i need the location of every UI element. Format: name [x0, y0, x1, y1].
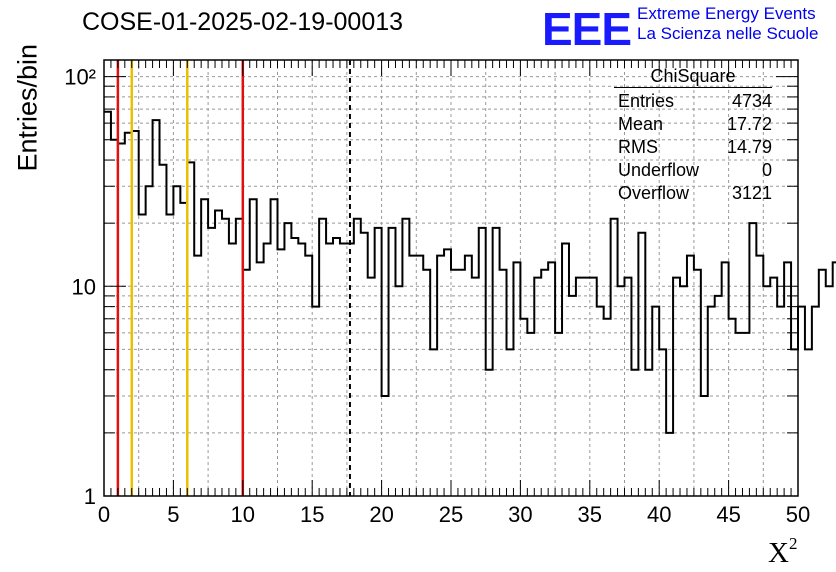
stats-label: Entries: [618, 91, 675, 111]
stats-label: RMS: [618, 137, 658, 157]
stats-box: ChiSquare Entries 4734 Mean 17.72 RMS 14.79…: [612, 66, 772, 205]
stats-label: Mean: [618, 114, 664, 134]
page-title: COSE-01-2025-02-19-00013: [82, 8, 404, 36]
tick-labels: 0 5 10 15 20 25 30 35 40 45 50 1 10 10²: [64, 65, 810, 527]
y-tick-label: 1: [84, 484, 96, 509]
y-tick-label: 10²: [64, 65, 96, 90]
x-tick-label: 0: [98, 502, 110, 527]
stats-label: Overflow: [618, 183, 690, 203]
stats-value: 17.72: [726, 114, 772, 134]
x-axis-label-exponent: 2: [788, 534, 798, 553]
x-tick-label: 50: [786, 502, 810, 527]
x-tick-label: 35: [578, 502, 602, 527]
marker-lines: [116, 60, 351, 496]
stats-row-rms: RMS 14.79: [612, 136, 772, 159]
x-tick-label: 30: [508, 502, 532, 527]
x-tick-label: 40: [647, 502, 671, 527]
stats-row-overflow: Overflow 3121: [612, 182, 772, 205]
stats-label: Underflow: [618, 160, 700, 180]
x-tick-label: 10: [231, 502, 255, 527]
x-axis-label: X2: [768, 534, 797, 570]
stats-value: 3121: [731, 183, 772, 203]
x-tick-label: 5: [167, 502, 179, 527]
histogram-series: [104, 110, 836, 434]
x-tick-label: 25: [439, 502, 463, 527]
logo-line-2: La Scienza nelle Scuole: [637, 24, 819, 43]
stats-value: 14.79: [726, 137, 772, 157]
x-axis-label-base: X: [768, 537, 789, 569]
x-tick-label: 15: [300, 502, 324, 527]
logo-line-1: Extreme Energy Events: [637, 4, 816, 23]
histogram-line: [104, 110, 836, 434]
stats-row-mean: Mean 17.72: [612, 113, 772, 136]
eee-logo: EEE: [542, 3, 632, 55]
stats-value: 0: [761, 160, 772, 180]
stats-row-entries: Entries 4734: [612, 90, 772, 113]
y-tick-label: 10: [72, 274, 96, 299]
x-tick-label: 45: [716, 502, 740, 527]
stats-row-underflow: Underflow 0: [612, 159, 772, 182]
x-tick-label: 20: [369, 502, 393, 527]
y-axis-label: Entries/bin: [12, 43, 43, 172]
stats-title: ChiSquare: [614, 66, 772, 88]
axis-ticks: [103, 60, 799, 497]
stats-value: 4734: [731, 91, 772, 111]
